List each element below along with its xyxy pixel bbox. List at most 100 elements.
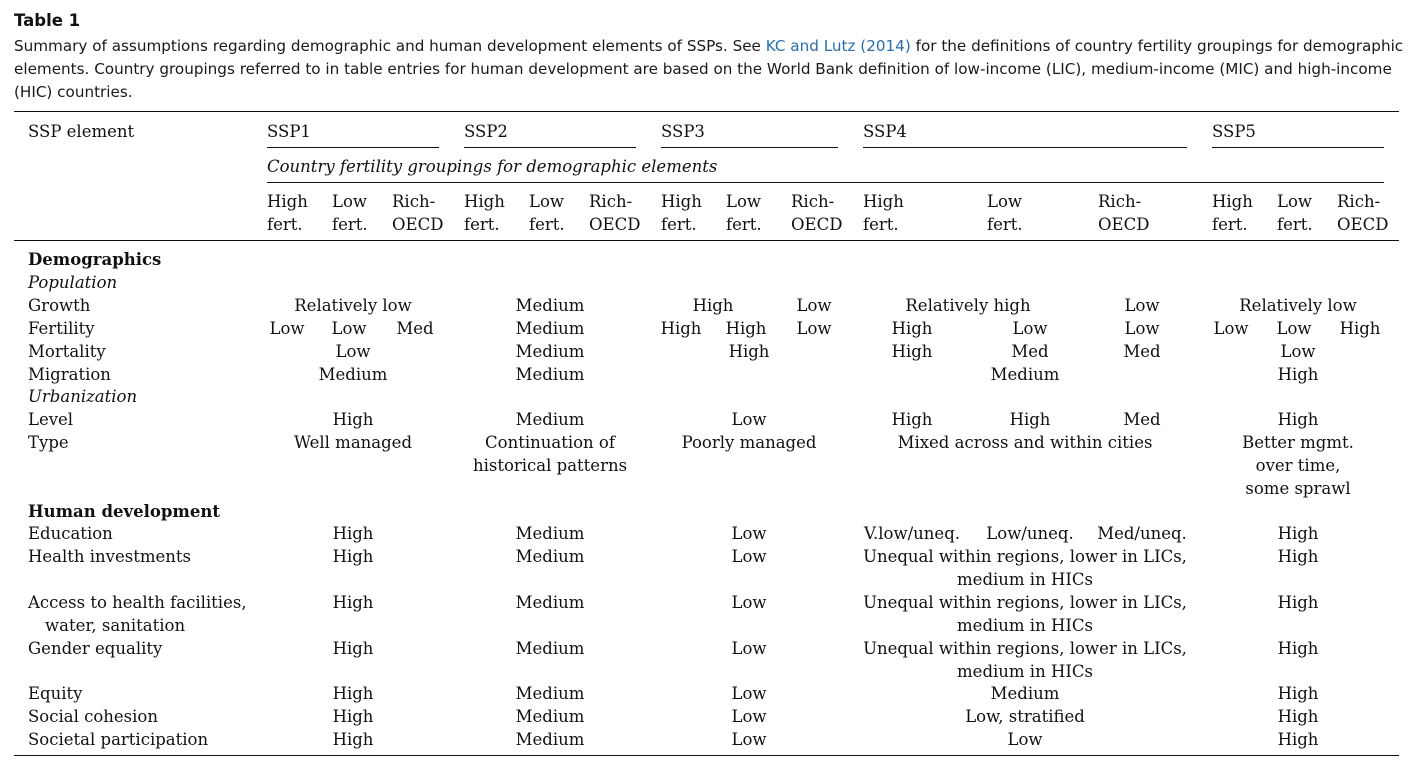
cell-mortality-ssp4-high: High [891, 342, 933, 361]
cell-cohesion-ssp4: Low, stratified [965, 707, 1085, 726]
cell-mortality-ssp4-rich: Med [1123, 342, 1161, 361]
citation-link[interactable]: KC and Lutz (2014) [765, 37, 911, 55]
cell-education-ssp3: Low [731, 524, 767, 543]
ssp1-underline [267, 147, 439, 148]
cell-access-ssp2: Medium [515, 593, 585, 612]
cell-education-ssp4-rich: Med/uneq. [1097, 524, 1187, 543]
cell-growth-ssp1: Relatively low [294, 296, 412, 315]
cell-health-investments-ssp5: High [1277, 547, 1319, 566]
caption-text-start: Summary of assumptions regarding demogra… [14, 37, 766, 55]
header-ssp5: SSP5 [1212, 122, 1256, 141]
cell-type-ssp2: Continuation of historical patterns [472, 433, 628, 475]
cell-education-ssp1: High [332, 524, 374, 543]
cell-level-ssp3: Low [731, 410, 767, 429]
subheader-ssp2-low: Low fert. [529, 192, 565, 234]
header-groupings: Country fertility groupings for demograp… [267, 157, 718, 176]
row-label-mortality: Mortality [28, 342, 106, 361]
row-label-health-investments: Health investments [28, 547, 191, 566]
cell-gender-ssp1: High [332, 639, 374, 658]
cell-type-ssp3: Poorly managed [681, 433, 817, 452]
cell-level-ssp2: Medium [515, 410, 585, 429]
cell-health-investments-ssp2: Medium [515, 547, 585, 566]
cell-equity-ssp5: High [1277, 684, 1319, 703]
cell-type-ssp1: Well managed [293, 433, 413, 452]
cell-equity-ssp4: Medium [990, 684, 1060, 703]
cell-access-ssp3: Low [731, 593, 767, 612]
cell-participation-ssp1: High [332, 730, 374, 749]
cell-health-investments-ssp3: Low [731, 547, 767, 566]
subheader-ssp4-high: High fert. [863, 192, 904, 234]
subheader-ssp4-low: Low fert. [987, 192, 1023, 234]
cell-migration-ssp5: High [1277, 365, 1319, 384]
cell-migration-ssp1: Medium [318, 365, 388, 384]
subheader-ssp1-rich: Rich- OECD [392, 192, 444, 234]
ssp5-underline [1212, 147, 1384, 148]
cell-growth-ssp4-hl: Relatively high [905, 296, 1031, 315]
section-human-development: Human development [28, 502, 220, 521]
row-label-education: Education [28, 524, 113, 543]
row-label-fertility: Fertility [28, 319, 95, 338]
cell-access-ssp5: High [1277, 593, 1319, 612]
cell-gender-ssp3: Low [731, 639, 767, 658]
header-ssp2: SSP2 [464, 122, 508, 141]
subheader-ssp1-low: Low fert. [332, 192, 368, 234]
cell-fertility-ssp4-high: High [891, 319, 933, 338]
row-label-type: Type [28, 433, 69, 452]
subheader-ssp3-low: Low fert. [726, 192, 762, 234]
cell-mortality-ssp5: Low [1280, 342, 1316, 361]
row-label-social-cohesion: Social cohesion [28, 707, 158, 726]
cell-education-ssp4-low: Low/uneq. [986, 524, 1074, 543]
subheader-ssp2-high: High fert. [464, 192, 505, 234]
cell-growth-ssp4-rich: Low [1124, 296, 1160, 315]
cell-level-ssp1: High [332, 410, 374, 429]
cell-equity-ssp1: High [332, 684, 374, 703]
subheader-ssp3-rich: Rich- OECD [791, 192, 843, 234]
cell-fertility-ssp4-rich: Low [1124, 319, 1160, 338]
cell-fertility-ssp5-low: Low [1276, 319, 1312, 338]
cell-fertility-ssp1-high: Low [269, 319, 305, 338]
cell-fertility-ssp3-rich: Low [796, 319, 832, 338]
cell-gender-ssp5: High [1277, 639, 1319, 658]
cell-equity-ssp3: Low [731, 684, 767, 703]
table-caption: Summary of assumptions regarding demogra… [14, 35, 1406, 104]
cell-education-ssp4-high: V.low/uneq. [864, 524, 960, 543]
cell-fertility-ssp3-high: High [660, 319, 702, 338]
cell-education-ssp5: High [1277, 524, 1319, 543]
header-bottom-rule [14, 240, 1399, 241]
cell-participation-ssp2: Medium [515, 730, 585, 749]
bottom-rule [14, 755, 1399, 756]
cell-growth-ssp3-low: Low [796, 296, 832, 315]
cell-cohesion-ssp1: High [332, 707, 374, 726]
cell-level-ssp4-low: High [1009, 410, 1051, 429]
cell-growth-ssp5: Relatively low [1239, 296, 1357, 315]
caption-text-end: for the definitions of country fertility… [14, 37, 1404, 101]
subsection-population: Population [28, 273, 118, 292]
ssp3-underline [661, 147, 838, 148]
cell-mortality-ssp1: Low [335, 342, 371, 361]
cell-fertility-ssp1-rich: Med [396, 319, 434, 338]
row-label-growth: Growth [28, 296, 91, 315]
cell-access-ssp4: Unequal within regions, lower in LICs, me… [863, 593, 1187, 635]
header-ssp1: SSP1 [267, 122, 311, 141]
row-label-migration: Migration [28, 365, 111, 384]
cell-gender-ssp2: Medium [515, 639, 585, 658]
cell-mortality-ssp3: High [728, 342, 770, 361]
cell-participation-ssp5: High [1277, 730, 1319, 749]
subheader-ssp4-rich: Rich- OECD [1098, 192, 1150, 234]
cell-fertility-ssp5-high: Low [1213, 319, 1249, 338]
cell-cohesion-ssp3: Low [731, 707, 767, 726]
cell-equity-ssp2: Medium [515, 684, 585, 703]
cell-level-ssp4-rich: Med [1123, 410, 1161, 429]
cell-participation-ssp3: Low [731, 730, 767, 749]
subsection-urbanization: Urbanization [28, 387, 138, 406]
subheader-ssp3-high: High fert. [661, 192, 702, 234]
header-ssp3: SSP3 [661, 122, 705, 141]
cell-type-ssp4: Mixed across and within cities [897, 433, 1153, 452]
header-ssp-element: SSP element [28, 122, 135, 141]
subheader-ssp2-rich: Rich- OECD [589, 192, 641, 234]
row-label-level: Level [28, 410, 74, 429]
ssp4-underline [863, 147, 1187, 148]
cell-health-investments-ssp1: High [332, 547, 374, 566]
cell-mortality-ssp2: Medium [515, 342, 585, 361]
cell-fertility-ssp5-rich: High [1339, 319, 1381, 338]
